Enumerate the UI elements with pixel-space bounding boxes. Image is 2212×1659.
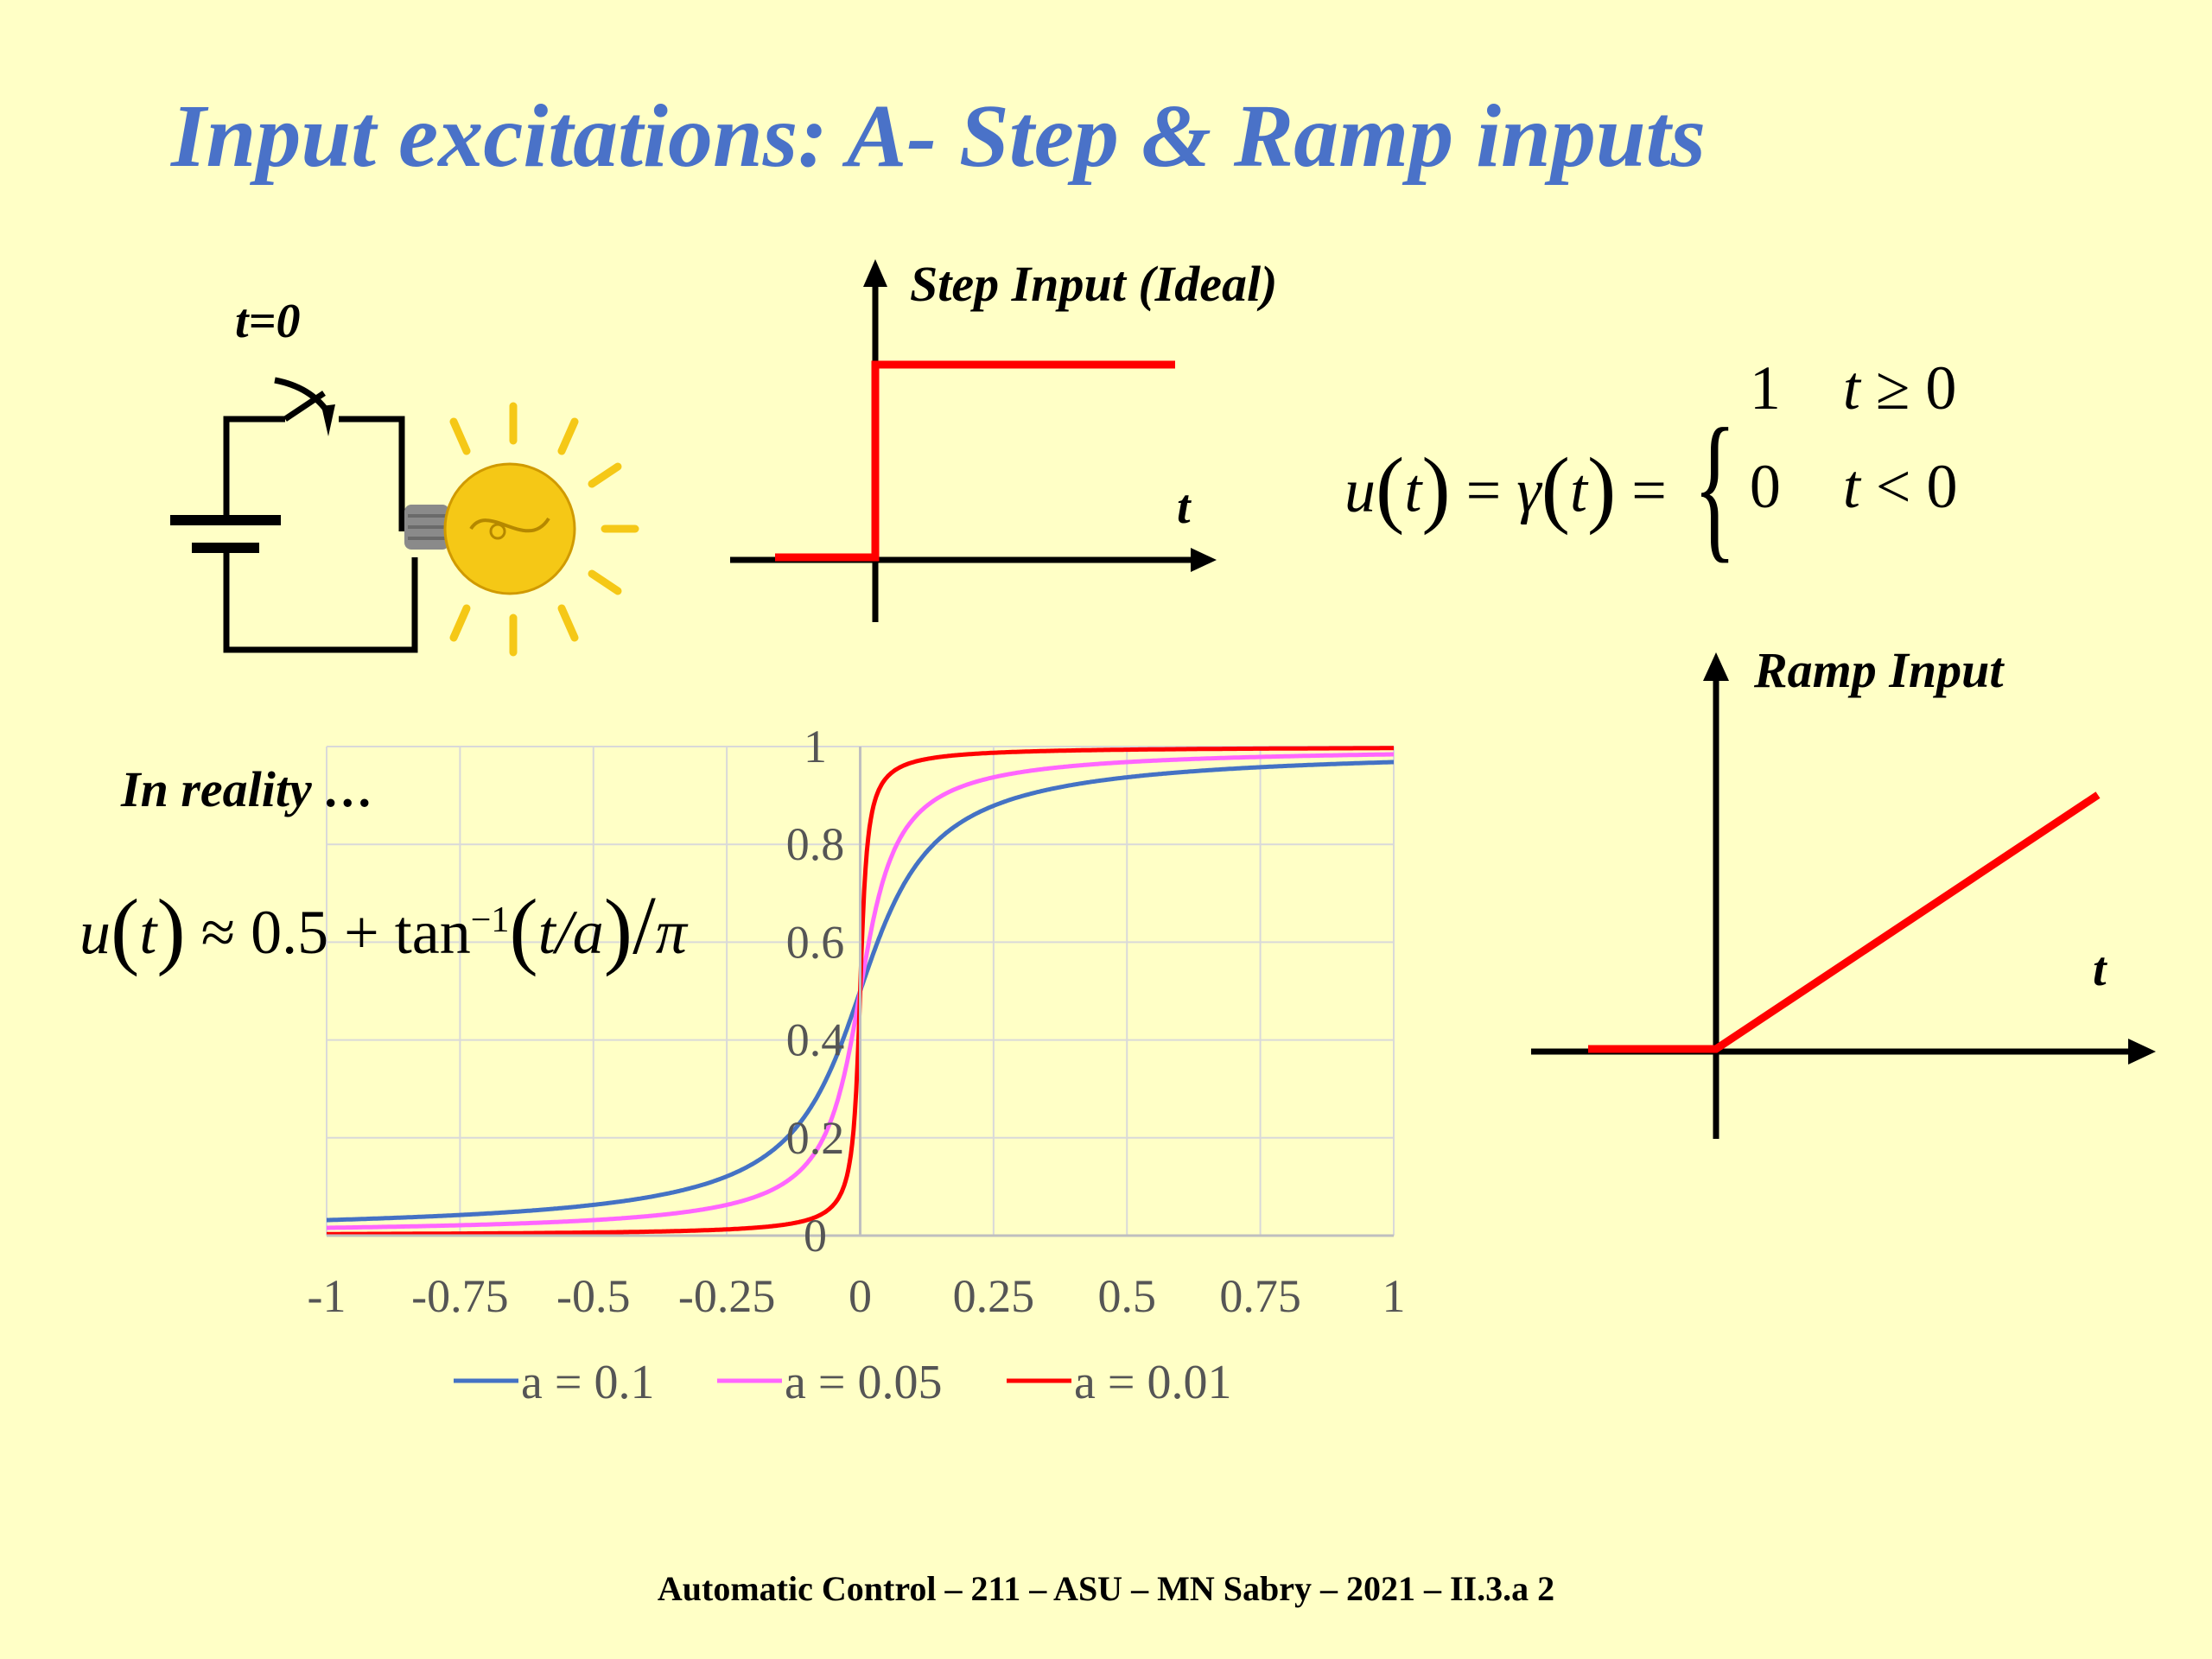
chart-axes — [327, 747, 1394, 1237]
ramp-y-arrow-icon — [1703, 652, 1729, 681]
y-tick-label: 0 — [804, 1210, 827, 1262]
x-tick-label: 0.75 — [1219, 1270, 1301, 1322]
circuit-wire-right — [339, 416, 405, 531]
slide-footer: Automatic Control – 211 – ASU – MN Sabry… — [657, 1569, 1555, 1608]
ramp-diagram — [1531, 652, 2156, 1139]
y-tick-label: 1 — [804, 721, 827, 772]
switch-arrow-icon — [321, 404, 335, 436]
step-axis-label: t — [1177, 480, 1191, 534]
x-tick-label: 0 — [849, 1270, 872, 1322]
x-tick-label: -0.75 — [411, 1270, 508, 1322]
chart-legend: a = 0.1 a = 0.05 a = 0.01 — [454, 1356, 1231, 1409]
battery-short-plate — [192, 543, 259, 553]
switch-time-label: t=0 — [235, 295, 301, 348]
legend-label: a = 0.05 — [785, 1356, 942, 1409]
x-tick-label: 0.25 — [953, 1270, 1035, 1322]
circuit-diagram — [170, 377, 639, 657]
ramp-signal-line — [1588, 791, 2101, 1053]
legend-label: a = 0.01 — [1074, 1356, 1231, 1409]
x-tick-label: 1 — [1382, 1270, 1406, 1322]
x-tick-label: -0.25 — [678, 1270, 775, 1322]
step-equation: u(t) = γ(t) = { 1 t ≥ 0 0 t < 0 — [1344, 353, 1958, 577]
circuit-wire-bottom — [223, 549, 418, 653]
step-x-arrow-icon — [1191, 548, 1217, 572]
light-bulb-icon — [404, 462, 576, 595]
battery-long-plate — [170, 515, 281, 525]
x-tick-label: -0.5 — [556, 1270, 630, 1322]
case-one: 1 t ≥ 0 — [1749, 353, 1957, 423]
reality-label: In reality … — [121, 761, 375, 817]
step-signal-line — [775, 360, 1175, 562]
chart-tick-labels: -1 -0.75 -0.5 -0.25 0 0.25 0.5 0.75 1 0 0.2 0.4 0.6 0… — [308, 721, 1406, 1322]
circuit-wire-left — [223, 416, 285, 518]
step-diagram — [730, 259, 1217, 622]
ramp-axis-label: t — [2093, 943, 2107, 996]
x-tick-label: 0.5 — [1098, 1270, 1157, 1322]
y-tick-label: 0.6 — [786, 916, 845, 968]
ramp-diagram-title: Ramp Input — [1754, 642, 2004, 698]
step-y-arrow-icon — [863, 259, 887, 287]
bulb-rays — [449, 402, 639, 657]
ramp-x-arrow-icon — [2128, 1039, 2156, 1065]
reality-equation: u(t) ≈ 0.5 + tan−1(t/a)/π — [79, 879, 687, 977]
x-tick-label: -1 — [308, 1270, 346, 1322]
case-two: 0 t < 0 — [1749, 452, 1958, 521]
slide-title: Input excitations: A- Step & Ramp inputs — [171, 86, 1707, 186]
legend-label: a = 0.1 — [521, 1356, 654, 1409]
y-tick-label: 0.8 — [786, 818, 845, 870]
y-tick-label: 0.4 — [786, 1014, 845, 1066]
y-tick-label: 0.2 — [786, 1112, 845, 1164]
step-diagram-title: Step Input (Ideal) — [910, 256, 1278, 312]
